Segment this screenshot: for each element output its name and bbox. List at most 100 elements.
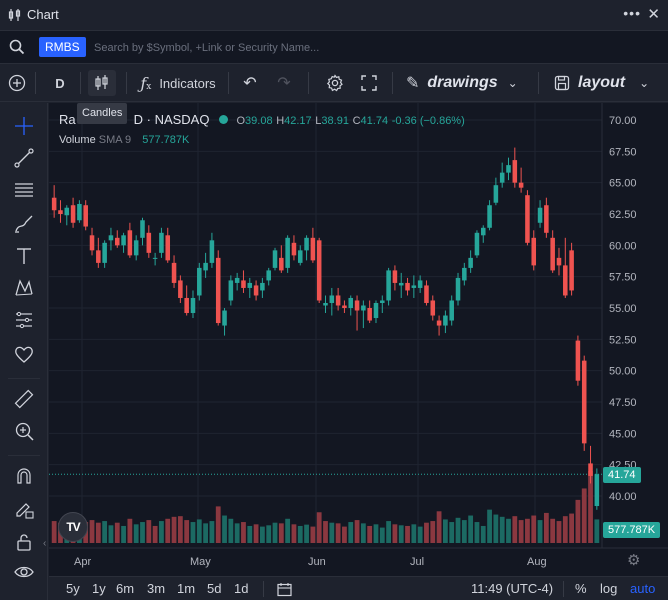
- candle-body: [184, 297, 189, 314]
- horizontal-lines-tool[interactable]: [11, 177, 37, 203]
- timezone-clock[interactable]: 11:49 (UTC-4): [471, 581, 554, 596]
- volume-bar: [424, 522, 429, 543]
- candle-body: [506, 165, 511, 173]
- more-menu-icon[interactable]: •••: [623, 5, 641, 21]
- candles-style-button[interactable]: [88, 70, 116, 96]
- add-symbol-button[interactable]: [6, 70, 28, 96]
- indicators-button[interactable]: ƒx Indicators: [136, 70, 220, 96]
- price-chart[interactable]: 70.00 67.50 65.00 62.50 60.00 57.50 55.00 52.50…: [49, 103, 668, 576]
- candle-body: [171, 262, 177, 283]
- fullscreen-button[interactable]: [358, 70, 380, 96]
- chart-pane[interactable]: 70.00 67.50 65.00 62.50 60.00 57.50 55.00 52.50…: [49, 103, 668, 576]
- range-5y[interactable]: 5y: [66, 581, 80, 596]
- volume-bar: [95, 522, 101, 543]
- candle-body: [140, 220, 145, 238]
- log-toggle[interactable]: log: [600, 581, 618, 596]
- volume-bar: [499, 516, 505, 543]
- volume-bar: [518, 520, 524, 543]
- brush-icon: [15, 215, 33, 233]
- candle-body: [342, 305, 347, 308]
- candle-body: [499, 172, 505, 183]
- lock-drawings-tool[interactable]: [11, 496, 37, 522]
- range-1y[interactable]: 1y: [92, 581, 106, 596]
- volume-bar: [506, 518, 511, 543]
- measure-lines-tool[interactable]: [11, 307, 37, 333]
- tradingview-logo[interactable]: TV: [58, 512, 88, 542]
- redo-icon[interactable]: ↷: [277, 75, 291, 92]
- candle-body: [89, 235, 95, 251]
- range-6m[interactable]: 6m: [116, 581, 135, 596]
- drawing-tools-sidebar: [0, 103, 48, 600]
- percent-toggle[interactable]: %: [575, 581, 587, 596]
- toolbar-divider: [392, 72, 393, 94]
- volume-bar: [215, 506, 221, 543]
- range-1m[interactable]: 1m: [177, 581, 196, 596]
- volume-bar: [247, 525, 253, 543]
- candle-body: [83, 205, 88, 227]
- range-3m[interactable]: 3m: [147, 581, 166, 596]
- range-5d[interactable]: 5d: [207, 581, 222, 596]
- search-input[interactable]: [94, 37, 654, 59]
- candle-body: [285, 237, 290, 268]
- candle-body: [165, 235, 171, 261]
- visibility-tool[interactable]: [11, 559, 37, 585]
- volume-bar: [430, 521, 436, 543]
- pattern-tool[interactable]: [11, 275, 37, 301]
- text-tool[interactable]: [11, 243, 37, 269]
- auto-scale-toggle[interactable]: auto: [630, 581, 656, 596]
- candle-body: [525, 195, 530, 243]
- legend-symbol[interactable]: Ra: [59, 112, 76, 127]
- volume-bar: [222, 515, 227, 543]
- candle-body: [146, 232, 152, 253]
- interval-button[interactable]: D: [55, 75, 65, 91]
- volume-bar: [556, 521, 562, 543]
- volume-bar: [588, 471, 593, 543]
- candle-body: [493, 185, 499, 203]
- close-icon[interactable]: ✕: [647, 6, 660, 23]
- search-icon[interactable]: [9, 39, 25, 55]
- lock-tool[interactable]: [11, 529, 37, 555]
- range-1d[interactable]: 1d: [234, 581, 249, 596]
- favorites-tool[interactable]: [11, 341, 37, 367]
- volume-bar: [291, 524, 297, 543]
- ruler-tool[interactable]: [11, 386, 37, 412]
- volume-bar: [272, 522, 278, 543]
- candle-body: [462, 267, 467, 281]
- volume-bar: [354, 520, 360, 543]
- magnet-icon: [17, 468, 31, 484]
- layout-button[interactable]: layout ⌄: [554, 70, 660, 96]
- candle-body: [380, 300, 385, 303]
- heart-icon: [15, 346, 33, 363]
- calendar-icon[interactable]: [277, 582, 293, 597]
- axis-settings-icon[interactable]: ⚙: [627, 551, 640, 569]
- candle-body: [102, 242, 107, 263]
- collapse-sidebar-icon[interactable]: ‹: [43, 538, 47, 549]
- volume-bar: [379, 527, 385, 543]
- volume-bar: [140, 522, 145, 543]
- zoom-in-tool[interactable]: [11, 418, 37, 444]
- volume-sma-label: SMA 9: [98, 134, 132, 146]
- crosshair-icon: [15, 117, 33, 135]
- crosshair-tool[interactable]: [11, 113, 37, 139]
- pencil-lock-icon: [16, 503, 34, 519]
- volume-bar: [594, 519, 600, 543]
- magnet-tool[interactable]: [11, 463, 37, 489]
- volume-bar: [474, 522, 480, 543]
- trend-line-tool[interactable]: [11, 145, 37, 171]
- settings-button[interactable]: [324, 70, 346, 96]
- drawings-button[interactable]: ✎ drawings ⌄: [406, 70, 522, 96]
- lock-icon: [17, 534, 31, 551]
- candle-body: [581, 360, 587, 444]
- zoom-in-icon: [15, 422, 34, 441]
- toolbar-divider: [126, 72, 127, 94]
- ticker-chip[interactable]: RMBS: [39, 37, 86, 57]
- volume-label[interactable]: Volume: [59, 134, 96, 146]
- volume-bar: [253, 524, 259, 543]
- low-label: L: [315, 115, 322, 127]
- bottom-divider: [563, 581, 564, 597]
- undo-icon[interactable]: ↶: [243, 75, 257, 92]
- volume-bar: [51, 521, 57, 543]
- brush-tool[interactable]: [11, 211, 37, 237]
- candle-body: [197, 267, 202, 296]
- market-status-dot: [219, 115, 229, 124]
